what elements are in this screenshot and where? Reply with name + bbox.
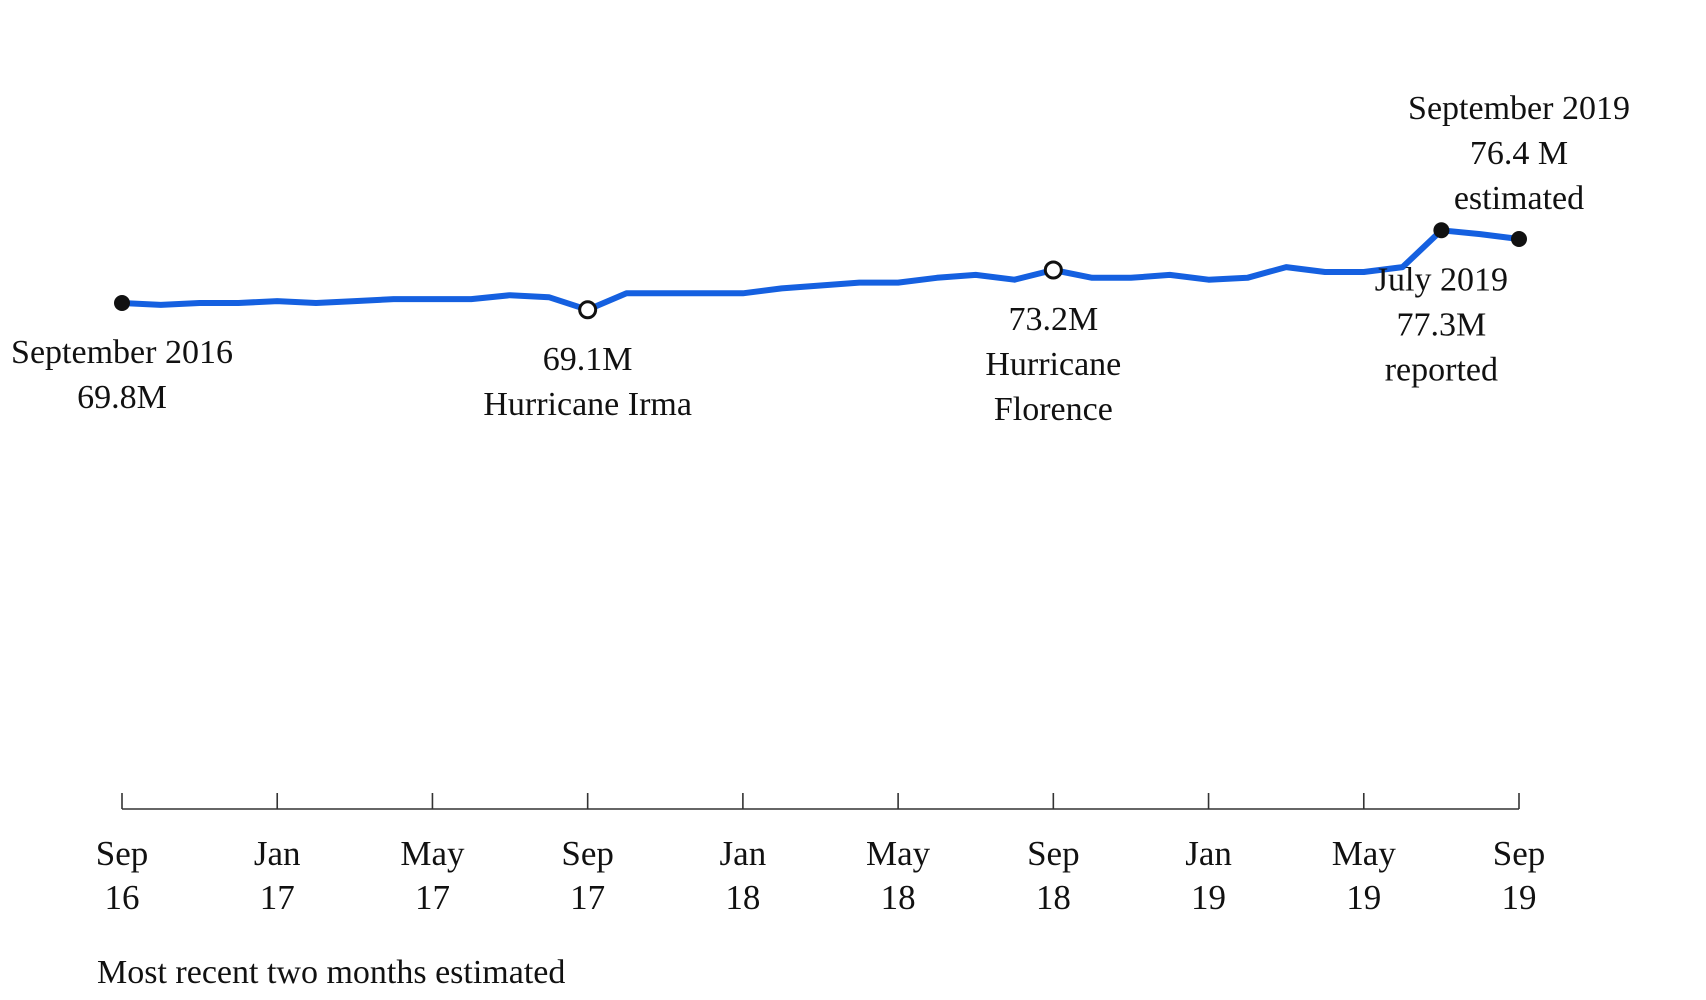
x-tick-label: May xyxy=(400,834,465,873)
x-tick-label: Jan xyxy=(1185,834,1232,873)
annotation-text: Hurricane xyxy=(985,346,1121,383)
x-tick-label: Sep xyxy=(96,834,149,873)
x-tick-label: 18 xyxy=(881,878,916,917)
x-tick-label: May xyxy=(1332,834,1397,873)
annotation-text: 69.1M xyxy=(543,341,633,378)
annotation-text: Florence xyxy=(994,391,1113,428)
x-tick-label: 17 xyxy=(260,878,295,917)
x-tick-label: Sep xyxy=(1493,834,1546,873)
annotation-text: July 2019 xyxy=(1375,261,1508,298)
filled-marker xyxy=(114,295,130,311)
annotation-layer: September 2016 69.8M 69.1M Hurricane Irma 73… xyxy=(11,90,1630,428)
annotation-text: Hurricane Irma xyxy=(483,386,692,423)
filled-marker xyxy=(1433,222,1450,239)
x-tick-label: 16 xyxy=(105,878,140,917)
x-tick-label: Sep xyxy=(561,834,614,873)
annotation-text: September 2016 xyxy=(11,334,233,371)
open-marker xyxy=(1043,260,1063,280)
annotation-text: reported xyxy=(1385,351,1498,388)
annotation-text: 77.3M xyxy=(1397,306,1487,343)
x-tick-label: May xyxy=(866,834,931,873)
marker-layer xyxy=(114,222,1527,320)
x-tick-label: 18 xyxy=(725,878,760,917)
x-tick-label: 19 xyxy=(1346,878,1381,917)
x-axis: Sep 16 Jan 17 May 17 Sep 17 Jan 18 May 18 Sep 18 Jan 19… xyxy=(96,793,1546,917)
x-tick-label: 17 xyxy=(570,878,605,917)
annotation-text: September 2019 xyxy=(1408,90,1630,127)
x-tick-label: Sep xyxy=(1027,834,1080,873)
annotation-text: 73.2M xyxy=(1008,301,1098,338)
annotation-text: estimated xyxy=(1454,180,1584,217)
filled-marker xyxy=(1511,230,1527,247)
x-tick-label: Jan xyxy=(720,834,767,873)
annotation-text: 69.8M xyxy=(77,379,167,416)
series-line xyxy=(119,227,1522,313)
annotation-text: 76.4 M xyxy=(1470,135,1568,172)
series-layer xyxy=(119,227,1522,313)
x-tick-label: 19 xyxy=(1191,878,1226,917)
x-tick-label: 18 xyxy=(1036,878,1071,917)
x-tick-label: 19 xyxy=(1502,878,1537,917)
x-tick-label: 17 xyxy=(415,878,450,917)
footnote: Most recent two months estimated xyxy=(97,954,566,991)
open-marker xyxy=(578,300,598,320)
x-tick-label: Jan xyxy=(254,834,301,873)
